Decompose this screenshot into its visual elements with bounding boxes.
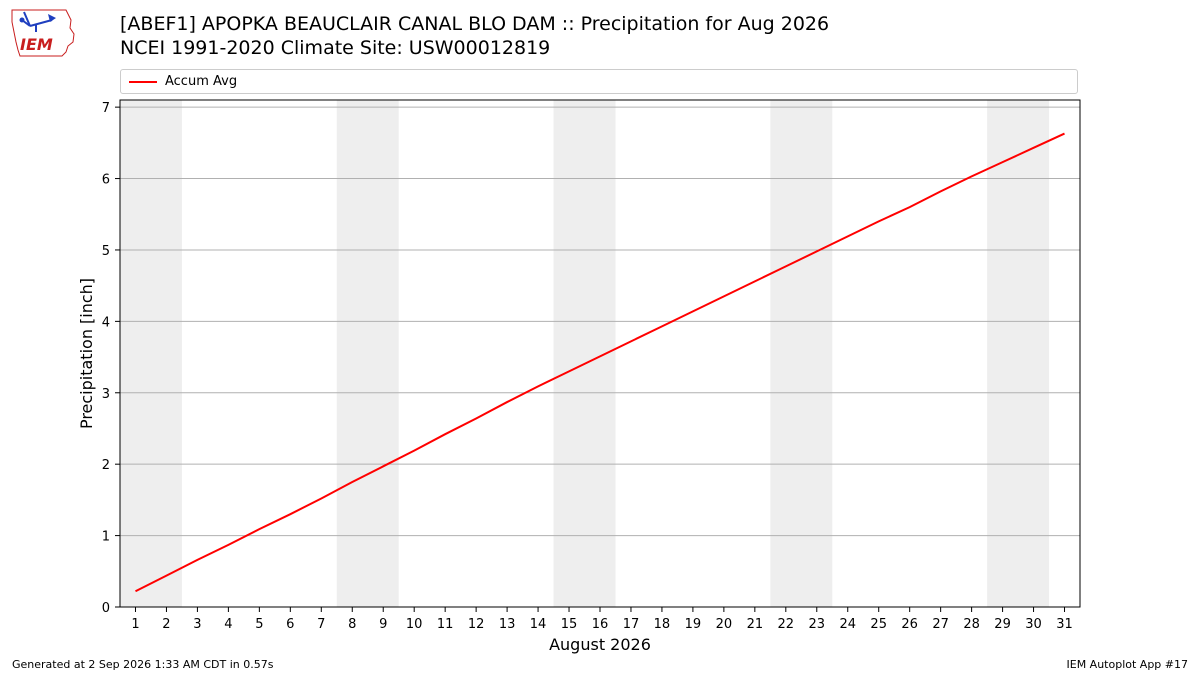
y-tick-label: 0 (102, 601, 110, 616)
x-tick-label: 2 (162, 617, 170, 632)
iem-logo-graphic: IEM (11, 9, 75, 57)
x-tick-label: 4 (224, 617, 232, 632)
x-tick-label: 3 (193, 617, 201, 632)
series-layer (135, 132, 1065, 593)
logo-text: IEM (20, 35, 53, 54)
x-tick-label: 11 (437, 617, 454, 632)
x-tick-label: 23 (809, 617, 826, 632)
x-tick-label: 16 (592, 617, 609, 632)
x-tick-label: 31 (1056, 617, 1073, 632)
legend-label-accum-avg: Accum Avg (165, 74, 238, 89)
weekend-band (336, 100, 399, 607)
weekend-band (987, 100, 1050, 607)
y-axis-label: Precipitation [inch] (77, 278, 96, 429)
app-label: IEM Autoplot App #17 (1066, 658, 1189, 671)
x-tick-label: 7 (317, 617, 325, 632)
y-tick-label: 1 (102, 530, 110, 545)
x-tick-label: 13 (499, 617, 516, 632)
y-tick-label: 5 (102, 244, 110, 259)
x-tick-label: 28 (963, 617, 980, 632)
x-tick-label: 24 (839, 617, 856, 632)
x-tick-label: 22 (778, 617, 795, 632)
chart-title-line2: NCEI 1991-2020 Climate Site: USW00012819 (120, 37, 551, 59)
chart-title: [ABEF1] APOPKA BEAUCLAIR CANAL BLO DAM :… (120, 12, 829, 60)
iem-logo: IEM (8, 6, 82, 60)
x-tick-label: 8 (348, 617, 356, 632)
x-tick-label: 6 (286, 617, 294, 632)
x-tick-label: 21 (747, 617, 764, 632)
y-tick-label: 3 (102, 387, 110, 402)
x-tick-label: 12 (468, 617, 485, 632)
series-line-accum-avg (135, 132, 1065, 593)
x-tick-label: 26 (901, 617, 918, 632)
generated-timestamp: Generated at 2 Sep 2026 1:33 AM CDT in 0… (12, 658, 274, 671)
x-tick-label: 10 (406, 617, 423, 632)
x-tick-label: 14 (530, 617, 547, 632)
x-axis-ticks: 1 2 3 4 5 6 7 8 9 10 11 12 13 14 15 16 17 18 19 20 21 22 23 24 2… (131, 607, 1073, 632)
legend-swatch-accum-avg (129, 81, 157, 83)
x-tick-label: 25 (870, 617, 887, 632)
weekend-band (553, 100, 616, 607)
plot-frame (119, 99, 1081, 608)
x-tick-label: 20 (716, 617, 733, 632)
weekend-band (770, 100, 833, 607)
chart-title-line1: [ABEF1] APOPKA BEAUCLAIR CANAL BLO DAM :… (120, 13, 830, 35)
x-tick-label: 17 (623, 617, 640, 632)
y-tick-label: 2 (102, 458, 110, 473)
weekend-band (120, 100, 182, 607)
y-tick-label: 6 (102, 173, 110, 188)
x-tick-label: 9 (379, 617, 387, 632)
x-tick-label: 15 (561, 617, 578, 632)
x-tick-label: 19 (685, 617, 702, 632)
y-tick-label: 4 (102, 315, 110, 330)
x-tick-label: 5 (255, 617, 263, 632)
x-tick-label: 29 (994, 617, 1011, 632)
x-tick-label: 18 (654, 617, 671, 632)
y-tick-label: 7 (102, 101, 110, 116)
x-tick-label: 1 (131, 617, 139, 632)
weekend-bands (120, 100, 1050, 607)
x-tick-label: 30 (1025, 617, 1042, 632)
x-axis-label: August 2026 (549, 635, 651, 654)
gridlines (120, 106, 1080, 608)
legend: Accum Avg (120, 69, 1078, 94)
x-tick-label: 27 (932, 617, 949, 632)
y-axis-ticks: 0 1 2 3 4 5 6 7 (102, 101, 120, 616)
